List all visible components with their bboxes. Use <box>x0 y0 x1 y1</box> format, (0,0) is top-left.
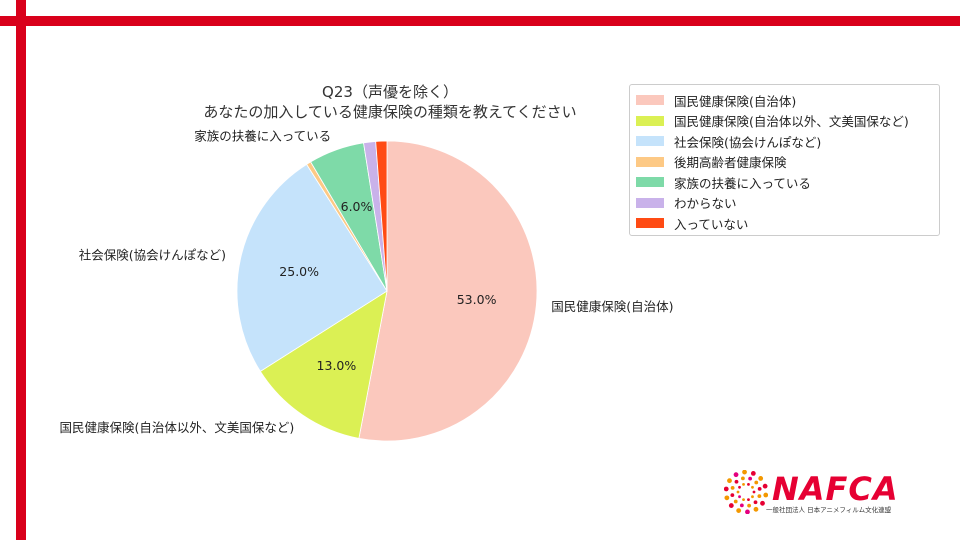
legend-label-1: 国民健康保険(自治体以外、文美国保など) <box>674 114 909 130</box>
outer-label-1: 国民健康保険(自治体以外、文美国保など) <box>59 420 294 435</box>
pct-label-4: 6.0% <box>341 199 373 214</box>
outer-label-2: 社会保険(協会けんぽなど) <box>79 248 226 263</box>
logo-text: NAFCA <box>772 470 899 508</box>
legend-label-4: 家族の扶養に入っている <box>674 175 811 191</box>
legend-item-1: 国民健康保険(自治体以外、文美国保など) <box>636 111 939 132</box>
nafca-logo: NAFCA 一般社団法人 日本アニメフィルム文化連盟 <box>723 469 924 520</box>
legend-label-6: 入っていない <box>674 216 749 232</box>
legend-label-2: 社会保険(協会けんぽなど) <box>674 134 822 150</box>
pct-label-1: 13.0% <box>317 358 357 373</box>
pie-slice-1 <box>259 290 388 439</box>
legend-label-3: 後期高齢者健康保険 <box>674 155 787 171</box>
frame-left-line <box>16 0 26 540</box>
chart-title-line2: あなたの加入している健康保険の種類を教えてください <box>203 103 577 121</box>
pie-slice-2 <box>236 163 388 372</box>
chart-title-line1: Q23（声優を除く） <box>322 83 458 101</box>
legend-item-6: 入っていない <box>636 213 939 234</box>
outer-label-0: 国民健康保険(自治体) <box>551 299 673 314</box>
legend-swatch-5 <box>636 197 664 208</box>
legend-label-0: 国民健康保険(自治体) <box>674 93 797 109</box>
legend-item-2: 社会保険(協会けんぽなど) <box>636 131 939 152</box>
frame-top-line <box>0 16 960 26</box>
legend-item-5: わからない <box>636 193 939 214</box>
legend-swatch-6 <box>636 218 664 229</box>
legend-label-5: わからない <box>674 196 737 212</box>
pie-slice-0 <box>358 140 538 442</box>
nafca-emblem-icon <box>723 469 769 515</box>
pct-label-0: 53.0% <box>457 292 497 307</box>
legend-swatch-1 <box>636 115 664 126</box>
legend-swatch-4 <box>636 177 664 188</box>
legend-item-3: 後期高齢者健康保険 <box>636 152 939 173</box>
legend-swatch-0 <box>636 95 664 106</box>
pct-label-2: 25.0% <box>279 264 319 279</box>
legend-swatch-3 <box>636 156 664 167</box>
chart-legend: 国民健康保険(自治体) 国民健康保険(自治体以外、文美国保など) 社会保険(協会けん… <box>629 84 940 236</box>
logo-subtitle: 一般社団法人 日本アニメフィルム文化連盟 <box>766 506 892 514</box>
legend-item-4: 家族の扶養に入っている <box>636 172 939 193</box>
pie-slice-6 <box>375 140 388 292</box>
legend-swatch-2 <box>636 136 664 147</box>
chart-title: Q23（声優を除く） あなたの加入している健康保険の種類を教えてください <box>170 82 610 122</box>
outer-label-4: 家族の扶養に入っている <box>194 128 331 143</box>
legend-item-0: 国民健康保険(自治体) <box>636 90 939 111</box>
